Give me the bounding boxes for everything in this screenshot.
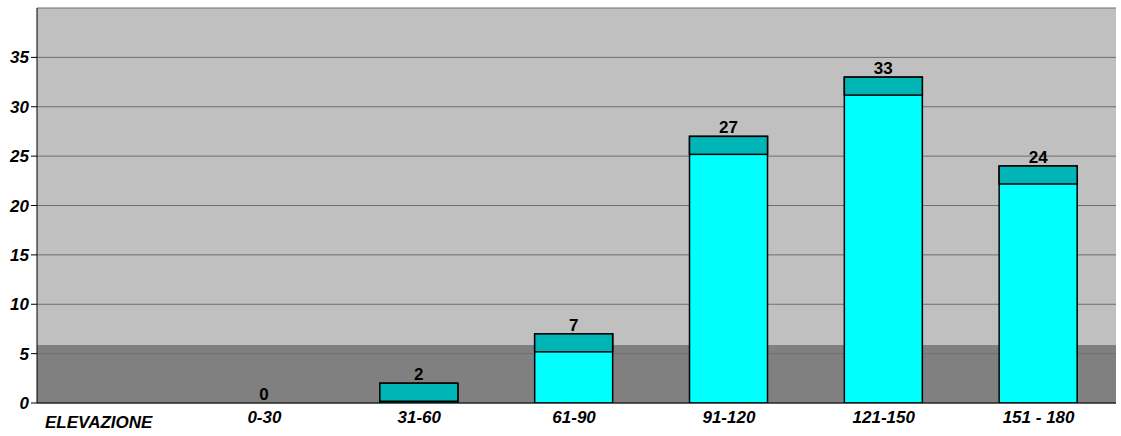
svg-text:25: 25 bbox=[9, 147, 29, 166]
svg-text:0: 0 bbox=[20, 394, 30, 413]
svg-text:121-150: 121-150 bbox=[853, 408, 916, 427]
svg-text:0: 0 bbox=[259, 385, 268, 404]
svg-text:7: 7 bbox=[569, 316, 578, 335]
svg-text:2: 2 bbox=[414, 365, 423, 384]
svg-text:15: 15 bbox=[10, 246, 29, 265]
svg-text:24: 24 bbox=[1029, 148, 1048, 167]
svg-text:31-60: 31-60 bbox=[398, 408, 442, 427]
svg-text:27: 27 bbox=[719, 118, 738, 137]
svg-text:ELEVAZIONE: ELEVAZIONE bbox=[45, 413, 153, 432]
svg-text:20: 20 bbox=[9, 197, 29, 216]
svg-text:151 - 180: 151 - 180 bbox=[1003, 408, 1075, 427]
svg-text:33: 33 bbox=[874, 59, 893, 78]
svg-text:10: 10 bbox=[10, 295, 29, 314]
svg-text:61-90: 61-90 bbox=[552, 408, 596, 427]
svg-text:0-30: 0-30 bbox=[247, 408, 282, 427]
svg-text:5: 5 bbox=[20, 345, 30, 364]
svg-text:35: 35 bbox=[10, 48, 29, 67]
svg-text:30: 30 bbox=[10, 98, 29, 117]
svg-text:91-120: 91-120 bbox=[702, 408, 755, 427]
